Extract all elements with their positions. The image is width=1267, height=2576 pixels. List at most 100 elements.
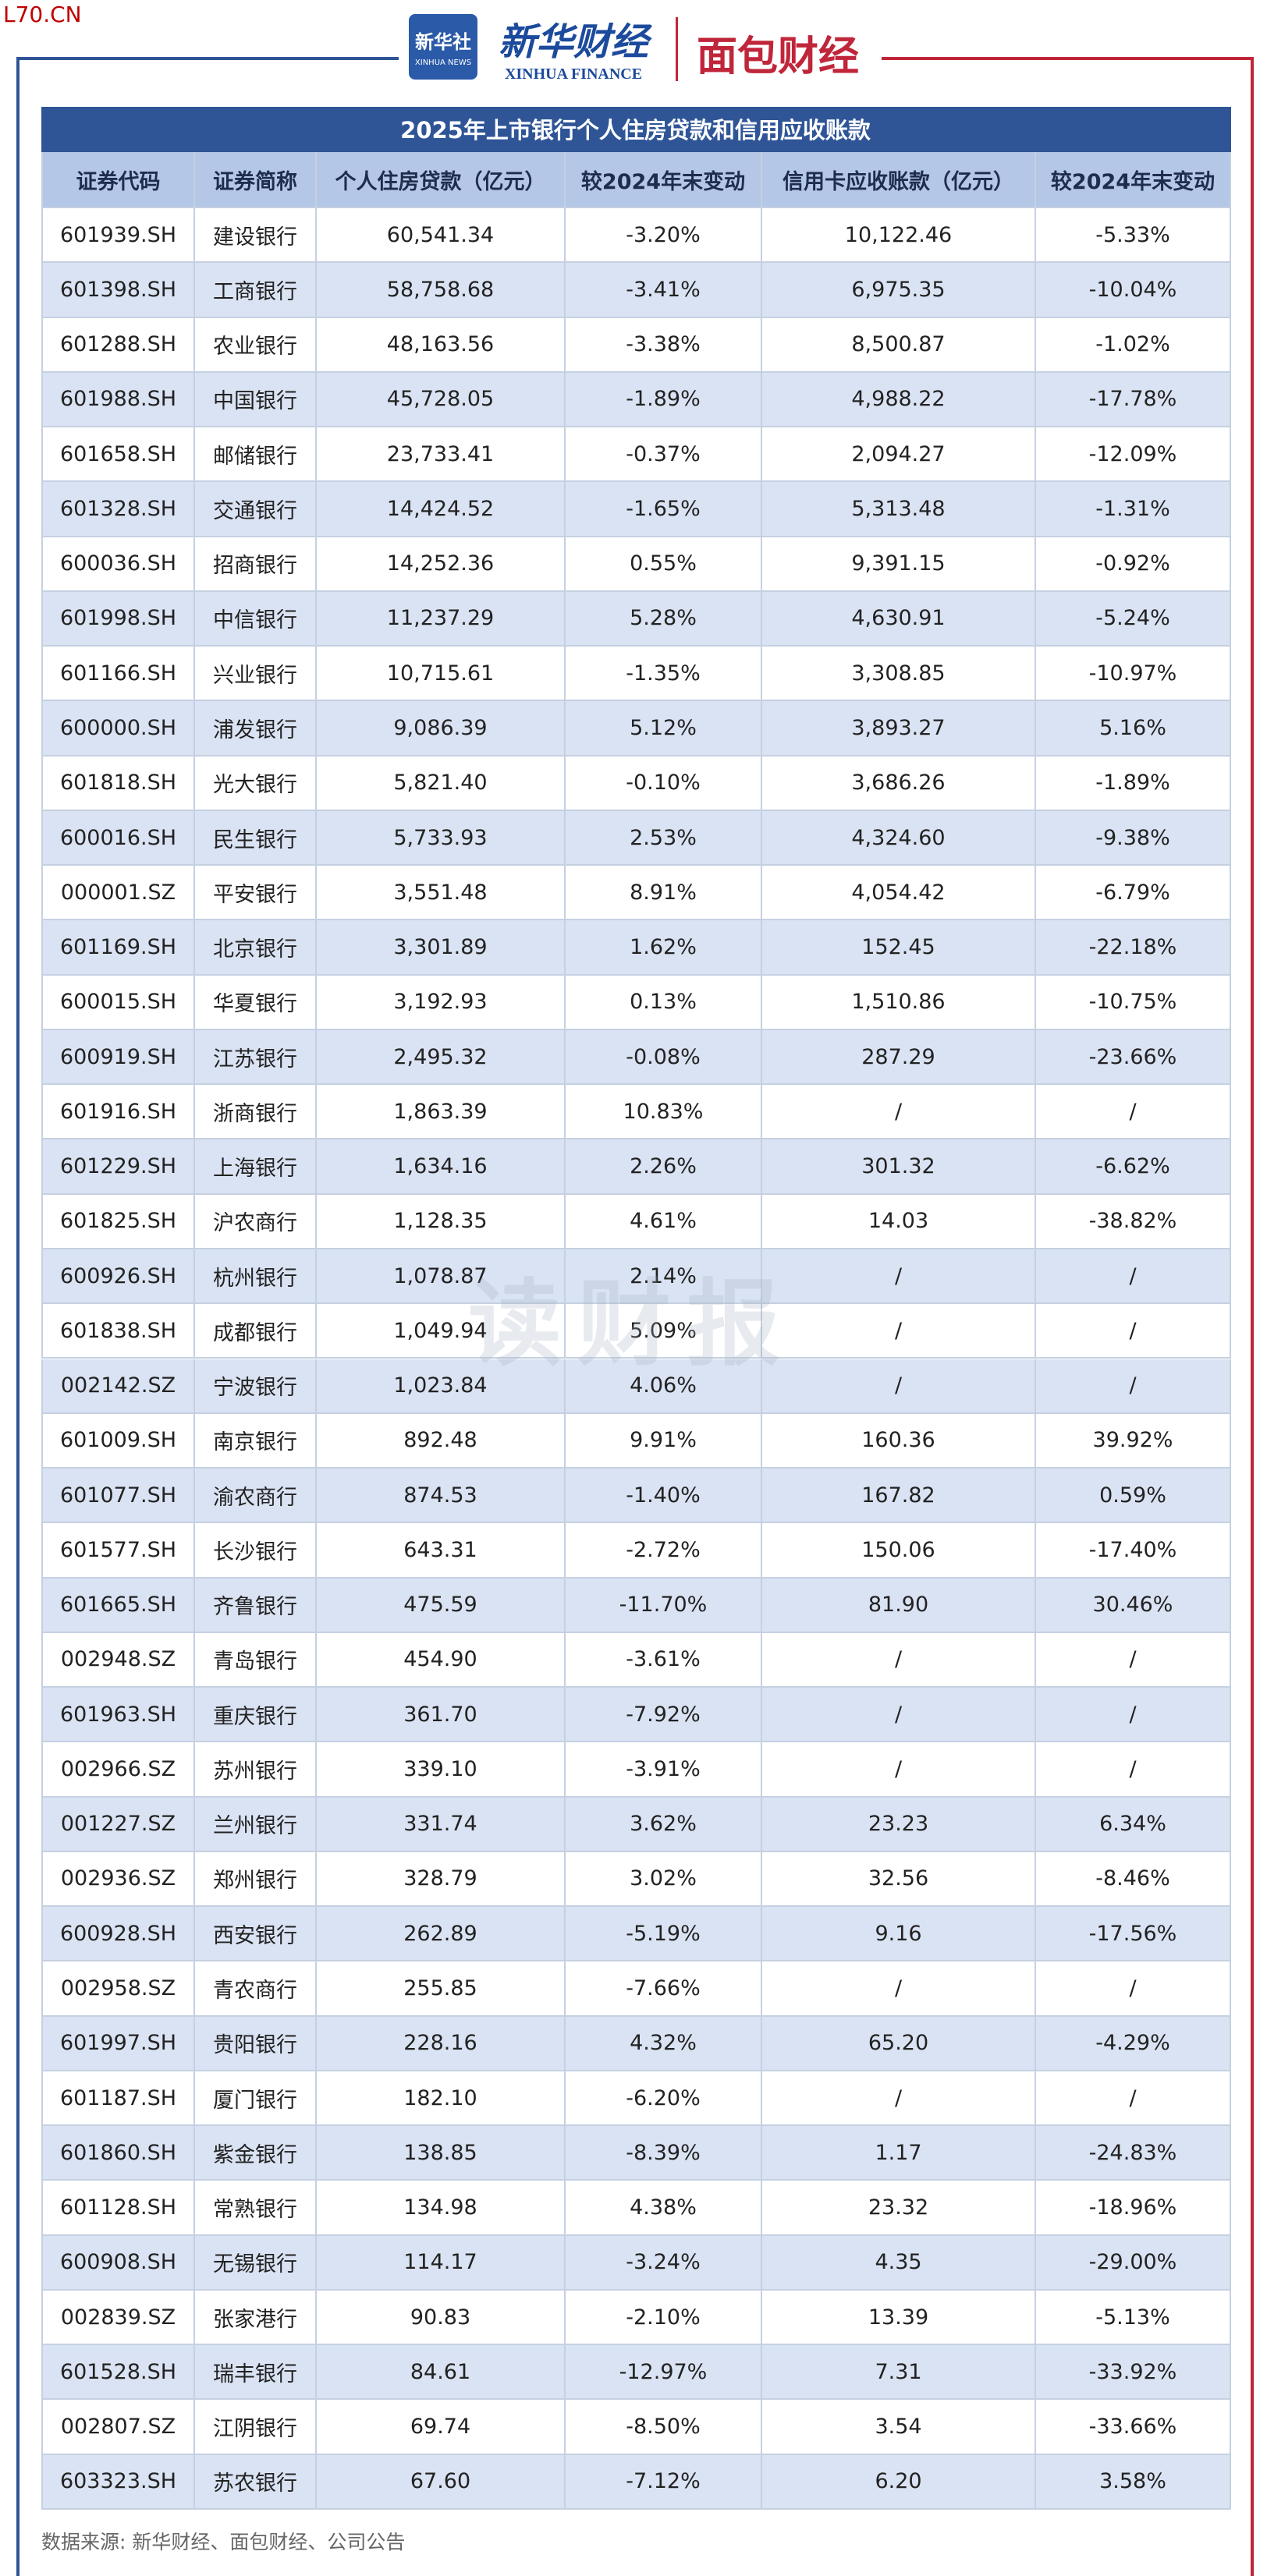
- table-cell: 1,023.84: [317, 1359, 566, 1414]
- table-cell: /: [1036, 1359, 1231, 1414]
- column-header: 证券代码: [41, 152, 195, 208]
- table-cell: 601838.SH: [41, 1304, 195, 1359]
- table-cell: 454.90: [317, 1632, 566, 1688]
- table-cell: 48,163.56: [317, 317, 566, 373]
- table-cell: -1.31%: [1036, 482, 1231, 537]
- table-cell: 601187.SH: [41, 2071, 195, 2127]
- table-cell: 228.16: [317, 2016, 566, 2071]
- table-cell: -10.75%: [1036, 975, 1231, 1030]
- table-cell: 1,078.87: [317, 1249, 566, 1305]
- table-cell: 4,630.91: [762, 591, 1036, 647]
- table-cell: 002966.SZ: [41, 1742, 195, 1798]
- table-cell: -5.24%: [1036, 591, 1231, 647]
- table-cell: 601825.SH: [41, 1194, 195, 1249]
- table-cell: 1,634.16: [317, 1139, 566, 1195]
- table-cell: /: [1036, 1249, 1231, 1305]
- table-cell: -1.65%: [566, 482, 762, 537]
- table-cell: -17.56%: [1036, 1907, 1231, 1962]
- table-cell: 328.79: [317, 1851, 566, 1908]
- table-cell: 134.98: [317, 2181, 566, 2236]
- table-cell: 7.31: [762, 2345, 1036, 2401]
- table-cell: -3.91%: [566, 1742, 762, 1798]
- table-cell: 67.60: [317, 2454, 566, 2510]
- table-cell: 23.32: [762, 2181, 1036, 2236]
- table-cell: 874.53: [317, 1469, 566, 1524]
- table-cell: 南京银行: [195, 1413, 317, 1469]
- logo-xinhua: 新华社 XINHUA NEWS: [409, 14, 477, 80]
- table-cell: /: [1036, 1085, 1231, 1140]
- table-cell: 交通银行: [195, 482, 317, 537]
- table-cell: 8.91%: [566, 866, 762, 921]
- table-cell: 45,728.05: [317, 372, 566, 428]
- table-cell: 中国银行: [195, 372, 317, 428]
- watermark: 读财报: [468, 1270, 796, 1379]
- table-cell: 4.38%: [566, 2181, 762, 2236]
- table-cell: 4.06%: [566, 1359, 762, 1414]
- table-cell: 3,686.26: [762, 756, 1036, 811]
- frame-right: [1251, 57, 1254, 2576]
- table-cell: 339.10: [317, 1742, 566, 1798]
- table-cell: -33.92%: [1036, 2345, 1231, 2401]
- table-cell: -1.35%: [566, 647, 762, 702]
- table-title: 2025年上市银行个人住房贷款和信用应收账款: [41, 107, 1231, 152]
- logo-text: XINHUA FINANCE: [504, 66, 643, 83]
- table-cell: 4,324.60: [762, 810, 1036, 866]
- table-cell: 5.28%: [566, 591, 762, 647]
- table-cell: 郑州银行: [195, 1851, 317, 1908]
- table-cell: 601818.SH: [41, 756, 195, 811]
- table-cell: 150.06: [762, 1523, 1036, 1579]
- table-cell: 601128.SH: [41, 2181, 195, 2236]
- table-cell: 1,510.86: [762, 975, 1036, 1030]
- table-cell: 3.62%: [566, 1797, 762, 1852]
- table-cell: /: [762, 1632, 1036, 1688]
- table-cell: 3.58%: [1036, 2454, 1231, 2510]
- table-cell: 5,733.93: [317, 810, 566, 866]
- table-cell: 14,252.36: [317, 537, 566, 592]
- table-cell: 10.83%: [566, 1085, 762, 1140]
- table-cell: 1,863.39: [317, 1085, 566, 1140]
- table-cell: -38.82%: [1036, 1194, 1231, 1249]
- table-cell: 4.61%: [566, 1194, 762, 1249]
- table-cell: 8,500.87: [762, 317, 1036, 373]
- table-cell: 6,975.35: [762, 263, 1036, 318]
- frame-top-right: [882, 57, 1254, 60]
- table-cell: -4.29%: [1036, 2016, 1231, 2071]
- table-cell: 5.12%: [566, 701, 762, 757]
- table-cell: 1,049.94: [317, 1304, 566, 1359]
- table-cell: -6.62%: [1036, 1139, 1231, 1195]
- table-cell: 160.36: [762, 1413, 1036, 1469]
- table-cell: 6.20: [762, 2454, 1036, 2510]
- table-cell: 4,054.42: [762, 866, 1036, 921]
- table-cell: 0.55%: [566, 537, 762, 592]
- table-cell: 0.59%: [1036, 1469, 1231, 1524]
- table-cell: 600919.SH: [41, 1029, 195, 1086]
- table-cell: 601169.SH: [41, 920, 195, 976]
- table-cell: 2,495.32: [317, 1029, 566, 1086]
- table-cell: 13.39: [762, 2290, 1036, 2346]
- table-cell: 892.48: [317, 1413, 566, 1469]
- column-header: 证券简称: [195, 152, 317, 208]
- table-cell: -0.92%: [1036, 537, 1231, 592]
- table-cell: /: [762, 1304, 1036, 1359]
- table-cell: 002839.SZ: [41, 2290, 195, 2346]
- table-cell: 9,391.15: [762, 537, 1036, 592]
- table-cell: 84.61: [317, 2345, 566, 2401]
- table-cell: 11,237.29: [317, 591, 566, 647]
- table-cell: 152.45: [762, 920, 1036, 976]
- table-cell: 浦发银行: [195, 701, 317, 757]
- table-cell: 5.16%: [1036, 701, 1231, 757]
- table-cell: 601998.SH: [41, 591, 195, 647]
- table-cell: -9.38%: [1036, 810, 1231, 866]
- table-cell: -2.72%: [566, 1523, 762, 1579]
- table-cell: 601658.SH: [41, 427, 195, 483]
- table-cell: 600036.SH: [41, 537, 195, 592]
- table-cell: -5.33%: [1036, 208, 1231, 264]
- table-cell: 江阴银行: [195, 2400, 317, 2455]
- table-cell: 招商银行: [195, 537, 317, 592]
- frame-left: [16, 57, 20, 2576]
- table-cell: 255.85: [317, 1961, 566, 2017]
- table-cell: /: [762, 1688, 1036, 1743]
- table-cell: /: [1036, 2071, 1231, 2127]
- table-cell: -1.89%: [1036, 756, 1231, 811]
- table-cell: 601229.SH: [41, 1139, 195, 1195]
